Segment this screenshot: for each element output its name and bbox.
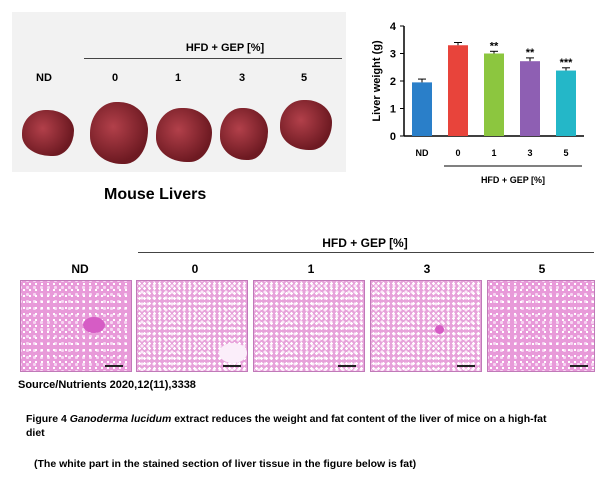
liver-photo-nd [22, 110, 74, 156]
histology-tile-nd [20, 280, 132, 372]
histology-tile-0 [136, 280, 248, 372]
histology-label-5: 5 [538, 262, 546, 276]
photo-group-header: HFD + GEP [%] [185, 42, 265, 54]
x-tick-label: 5 [563, 148, 568, 158]
scale-bar [105, 365, 123, 367]
x-tick-label: 0 [455, 148, 460, 158]
histology-tile-3 [370, 280, 482, 372]
scale-bar [338, 365, 356, 367]
histology-label-nd: ND [71, 262, 89, 276]
x-tick-label: 3 [527, 148, 532, 158]
liver-photo-3 [220, 108, 268, 160]
histology-label-3: 3 [423, 262, 431, 276]
liver-photo-0 [90, 102, 148, 164]
significance-label: ** [526, 47, 535, 59]
bar-ND [412, 82, 432, 136]
histology-group-rule [138, 252, 594, 253]
histology-label-0: 0 [191, 262, 199, 276]
significance-label: *** [560, 57, 574, 69]
photo-label-5: 5 [300, 72, 308, 84]
liver-photo-1 [156, 108, 212, 162]
source-citation: Source/Nutrients 2020,12(11),3338 [18, 379, 196, 391]
species-name: Ganoderma lucidum [69, 413, 172, 425]
bar-5 [556, 70, 576, 136]
liver-weight-chart: 0 1 2 3 4 Liver weight (g) ND 0 ** 1 ** 3 *** 5 HFD + … [371, 21, 584, 185]
photo-group-rule [84, 58, 342, 59]
figure-number: Figure 4 [26, 413, 67, 425]
caption-body: extract reduces the weight and fat conte… [26, 413, 547, 439]
histology-group-header: HFD + GEP [%] [322, 236, 408, 250]
bar-0 [448, 45, 468, 136]
figure-caption: Figure 4 Ganoderma lucidum extract reduc… [26, 412, 566, 440]
vessel-shape [435, 325, 444, 334]
y-tick-label: 1 [390, 104, 396, 116]
significance-label: ** [490, 40, 499, 52]
photo-label-0: 0 [111, 72, 119, 84]
bar-3 [520, 61, 540, 137]
x-tick-label: ND [416, 148, 429, 158]
y-tick-label: 0 [390, 131, 396, 143]
scale-bar [223, 365, 241, 367]
y-tick-label: 3 [390, 49, 396, 61]
photo-caption: Mouse Livers [104, 186, 207, 203]
vessel-shape [83, 317, 105, 333]
x-group-label: HFD + GEP [%] [481, 175, 545, 185]
bar-1 [484, 53, 504, 136]
photo-label-3: 3 [238, 72, 246, 84]
histology-label-1: 1 [307, 262, 315, 276]
y-axis-label: Liver weight (g) [371, 40, 383, 122]
histology-tile-5 [487, 280, 595, 372]
figure-note: (The white part in the stained section o… [34, 458, 417, 470]
liver-photo-5 [280, 100, 332, 150]
histology-tile-1 [253, 280, 365, 372]
y-tick-label: 2 [390, 76, 396, 88]
y-tick-label: 4 [390, 21, 397, 33]
scale-bar [457, 365, 475, 367]
scale-bar [570, 365, 588, 367]
x-tick-label: 1 [491, 148, 496, 158]
photo-label-nd: ND [36, 72, 52, 84]
fat-region-shape [219, 343, 247, 363]
photo-label-1: 1 [174, 72, 182, 84]
